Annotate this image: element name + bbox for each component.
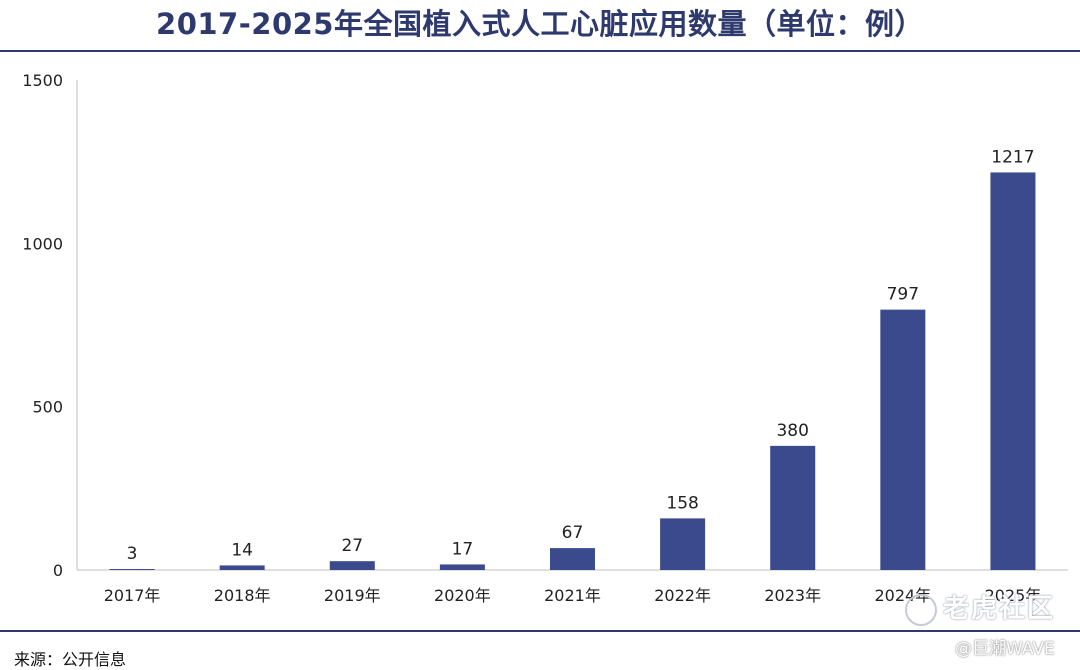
bar-value-label: 380	[776, 421, 808, 441]
x-category-label: 2021年	[544, 586, 601, 605]
y-tick-label: 0	[53, 561, 63, 580]
bar	[880, 309, 926, 570]
bar-value-label: 17	[452, 539, 474, 559]
bar	[990, 172, 1036, 570]
x-category-label: 2019年	[324, 586, 381, 605]
x-category-label: 2022年	[654, 586, 711, 605]
bar	[219, 565, 265, 570]
bar	[660, 518, 706, 570]
bar	[329, 561, 375, 570]
bar	[439, 564, 485, 570]
bar-value-label: 3	[127, 544, 138, 564]
x-category-label: 2020年	[434, 586, 491, 605]
source-note: 来源：公开信息	[14, 650, 127, 669]
x-category-label: 2023年	[764, 586, 821, 605]
bar-value-label: 27	[341, 536, 363, 556]
watermark-secondary: @巨潮WAVE	[955, 639, 1055, 659]
y-tick-label: 500	[32, 398, 63, 417]
x-category-label: 2025年	[985, 586, 1042, 605]
bar-value-label: 14	[231, 540, 253, 560]
bar	[109, 569, 155, 570]
tiger-logo-icon	[905, 593, 937, 626]
bar-value-label: 67	[562, 523, 584, 543]
bar-value-label: 1217	[991, 147, 1034, 167]
watermark-primary-text: 老虎社区	[943, 594, 1056, 624]
y-tick-label: 1500	[22, 71, 63, 90]
y-tick-label: 1000	[22, 234, 63, 253]
bar	[770, 445, 816, 570]
title-divider	[0, 50, 1080, 52]
watermark-primary: 老虎社区	[905, 588, 1055, 626]
x-category-label: 2018年	[214, 586, 271, 605]
bar-chart: 0 500 1000 1500 3 2017年 14 2018年 27 2019年 17 2020年 6…	[22, 71, 1068, 605]
bar-value-label: 158	[666, 493, 698, 513]
chart-title: 2017-2025年全国植入式人工心脏应用数量（单位：例）	[156, 7, 924, 41]
x-category-label: 2017年	[104, 586, 161, 605]
footer-divider	[0, 630, 1080, 632]
bar-value-label: 797	[887, 285, 919, 305]
bar	[550, 548, 595, 570]
